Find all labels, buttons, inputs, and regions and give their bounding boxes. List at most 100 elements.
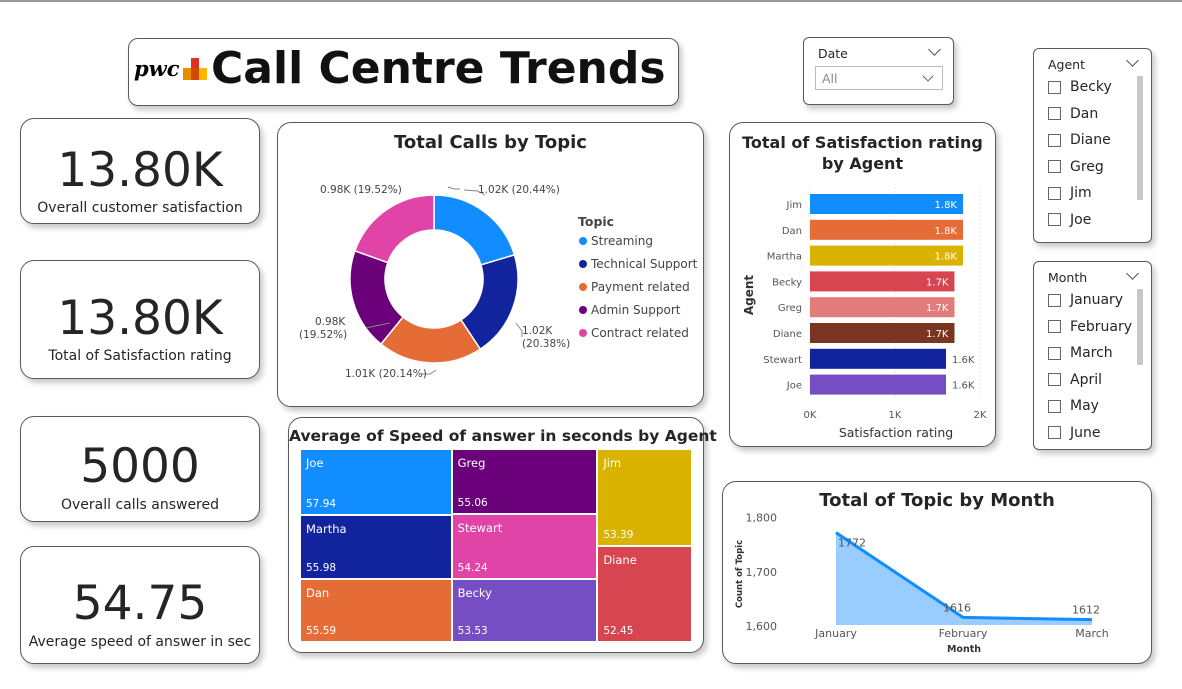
agent-option-joe[interactable]: Joe bbox=[1048, 210, 1091, 230]
bar-chart-card: Total of Satisfaction rating by Agent Ji… bbox=[729, 122, 996, 447]
treemap-tile-dan[interactable]: Dan 55.59 bbox=[301, 579, 451, 641]
slice-label-streaming: 1.02K (20.44%) bbox=[478, 184, 560, 196]
donut-slice-streaming[interactable] bbox=[433, 194, 516, 266]
agent-option-greg[interactable]: Greg bbox=[1048, 157, 1104, 177]
x-tick-label: January bbox=[814, 627, 857, 640]
donut-slice-contract-related[interactable] bbox=[353, 194, 435, 264]
legend-item-technical-support[interactable]: Technical Support bbox=[579, 257, 697, 271]
month-scrollbar[interactable] bbox=[1137, 289, 1143, 365]
agent-option-becky[interactable]: Becky bbox=[1048, 77, 1112, 97]
treemap-tile-becky[interactable]: Becky 53.53 bbox=[452, 579, 597, 641]
checkbox-icon[interactable] bbox=[1048, 426, 1061, 439]
agent-option-label: Dan bbox=[1070, 105, 1099, 122]
treemap-tile-joe[interactable]: Joe 57.94 bbox=[301, 450, 451, 514]
treemap-tile-jim[interactable]: Jim 53.39 bbox=[598, 450, 691, 546]
chevron-down-icon bbox=[922, 70, 934, 82]
treemap-tile-greg[interactable]: Greg 55.06 bbox=[452, 450, 597, 514]
legend-dot-icon bbox=[579, 306, 587, 314]
chart-title: Average of Speed of answer in seconds by… bbox=[289, 427, 717, 445]
month-option-label: April bbox=[1070, 371, 1102, 388]
month-option-february[interactable]: February bbox=[1048, 317, 1132, 337]
checkbox-icon[interactable] bbox=[1048, 373, 1061, 386]
treemap-tile-diane[interactable]: Diane 52.45 bbox=[598, 547, 691, 641]
checkbox-icon[interactable] bbox=[1048, 320, 1061, 333]
checkbox-icon[interactable] bbox=[1048, 160, 1061, 173]
legend-item-contract-related[interactable]: Contract related bbox=[579, 326, 689, 340]
treemap-tile-value: 52.45 bbox=[603, 624, 634, 637]
bar-data-label: 1.7K bbox=[926, 303, 949, 314]
checkbox-icon[interactable] bbox=[1048, 213, 1061, 226]
bar-diane[interactable] bbox=[810, 323, 955, 343]
month-option-june[interactable]: June bbox=[1048, 423, 1101, 443]
donut-chart: 0.98K (19.52%) 1.02K (20.44%) 1.02K (20.3… bbox=[299, 184, 570, 380]
legend-label: Technical Support bbox=[591, 257, 698, 271]
kpi-card-customer-satisfaction: 13.80K Overall customer satisfaction bbox=[20, 118, 260, 224]
title-card: pwc Call Centre Trends bbox=[128, 38, 679, 106]
legend-label: Contract related bbox=[591, 326, 689, 340]
treemap-tile-name: Jim bbox=[603, 456, 622, 470]
treemap-tile-value: 57.94 bbox=[306, 497, 337, 510]
agent-slicer-title: Agent bbox=[1048, 57, 1085, 72]
y-axis-label: Count of Topic bbox=[735, 540, 745, 608]
kpi-value: 13.80K bbox=[57, 291, 223, 346]
category-label: Martha bbox=[767, 252, 802, 263]
agent-option-jim[interactable]: Jim bbox=[1048, 183, 1092, 203]
bar-greg[interactable] bbox=[810, 297, 955, 318]
kpi-label: Overall customer satisfaction bbox=[37, 200, 243, 216]
treemap-tile-name: Greg bbox=[457, 456, 486, 470]
legend-item-admin-support[interactable]: Admin Support bbox=[579, 303, 681, 317]
chevron-down-icon[interactable] bbox=[928, 43, 941, 56]
kpi-value: 13.80K bbox=[57, 143, 223, 198]
x-tick-label: March bbox=[1075, 627, 1109, 640]
treemap-tile-martha[interactable]: Martha 55.98 bbox=[301, 515, 451, 578]
agent-option-diane[interactable]: Diane bbox=[1048, 130, 1111, 150]
date-dropdown[interactable]: All bbox=[815, 66, 943, 90]
legend-dot-icon bbox=[579, 329, 587, 337]
checkbox-icon[interactable] bbox=[1048, 107, 1061, 120]
chart-title: Total of Satisfaction rating by Agent bbox=[742, 133, 983, 173]
treemap: Joe 57.94 Martha 55.98 Dan 55.59 Greg 55.06 Stew… bbox=[301, 450, 693, 643]
treemap-tile-name: Martha bbox=[306, 521, 347, 536]
legend-item-streaming[interactable]: Streaming bbox=[579, 234, 653, 248]
bar-jim[interactable] bbox=[810, 194, 963, 214]
treemap-tile-name: Stewart bbox=[457, 521, 503, 536]
bar-dan[interactable] bbox=[810, 219, 963, 240]
bar-data-label: 1.6K bbox=[952, 355, 975, 366]
bar-joe[interactable] bbox=[810, 374, 946, 395]
checkbox-icon[interactable] bbox=[1048, 293, 1061, 307]
month-option-march[interactable]: March bbox=[1048, 343, 1113, 363]
y-tick-label: 1,600 bbox=[746, 620, 778, 633]
month-option-january[interactable]: January bbox=[1048, 290, 1123, 310]
month-option-may[interactable]: May bbox=[1048, 396, 1099, 416]
x-tick-label: 0K bbox=[804, 410, 817, 421]
checkbox-icon[interactable] bbox=[1048, 346, 1061, 360]
donut-chart-card: Total Calls by Topic 0.98K (19.52%) 1.02… bbox=[277, 122, 704, 407]
x-axis-label: Satisfaction rating bbox=[839, 425, 953, 440]
y-tick-label: 1,800 bbox=[746, 511, 778, 524]
checkbox-icon[interactable] bbox=[1048, 133, 1061, 147]
treemap-tile-stewart[interactable]: Stewart 54.24 bbox=[452, 515, 597, 578]
checkbox-icon[interactable] bbox=[1048, 399, 1061, 413]
month-option-label: May bbox=[1070, 398, 1099, 414]
bar-data-label: 1.8K bbox=[935, 252, 958, 263]
legend-dot-icon bbox=[579, 283, 587, 291]
agent-scrollbar[interactable] bbox=[1137, 76, 1143, 200]
agent-option-dan[interactable]: Dan bbox=[1048, 104, 1098, 124]
month-option-label: February bbox=[1070, 318, 1133, 335]
bar-martha[interactable] bbox=[810, 245, 963, 266]
pwc-logo: pwc bbox=[134, 54, 208, 90]
legend-label: Payment related bbox=[591, 280, 690, 294]
x-tick-label: February bbox=[939, 627, 988, 640]
bar-stewart[interactable] bbox=[810, 348, 946, 369]
checkbox-icon[interactable] bbox=[1048, 80, 1061, 94]
legend-dot-icon bbox=[579, 237, 587, 245]
bar-becky[interactable] bbox=[810, 271, 955, 292]
checkbox-icon[interactable] bbox=[1048, 186, 1061, 200]
kpi-value: 5000 bbox=[80, 439, 200, 494]
chevron-down-icon[interactable] bbox=[1126, 54, 1139, 67]
pwc-logo-text: pwc bbox=[134, 56, 180, 81]
chevron-down-icon[interactable] bbox=[1126, 267, 1139, 280]
treemap-tile-value: 53.39 bbox=[603, 529, 634, 542]
month-option-april[interactable]: April bbox=[1048, 370, 1102, 390]
legend-item-payment-related[interactable]: Payment related bbox=[579, 280, 690, 294]
